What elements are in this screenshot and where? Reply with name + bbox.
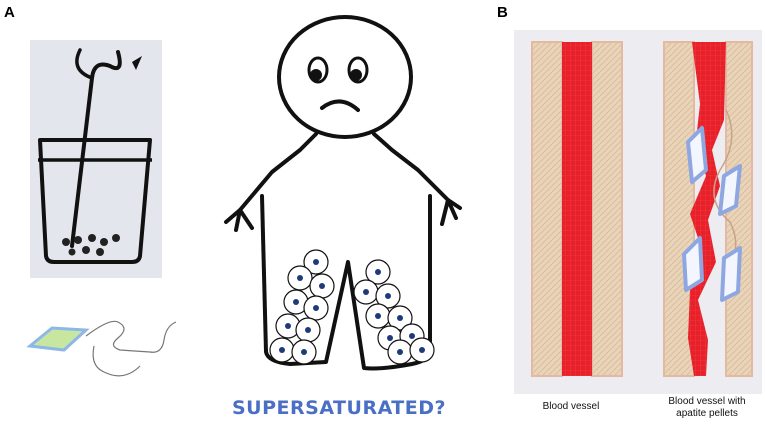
supersaturated-caption: SUPERSATURATED?: [232, 397, 447, 419]
apatite-crystal-icon: [682, 126, 742, 302]
panel-letter-a: A: [4, 4, 15, 21]
panel-letter-b: B: [497, 4, 508, 21]
stick-figure-icon: [224, 15, 462, 371]
blood-vessel-icon: [531, 41, 623, 377]
ca-particles-right-leg: [353, 259, 435, 365]
ca-particles-left-leg: [269, 249, 335, 365]
cup-with-straw-icon: [30, 40, 162, 278]
calcified-blood-vessel-icon: [663, 41, 753, 377]
vessel-label-calcified: Blood vessel with apatite pellets: [668, 396, 746, 419]
crystal-sketch: [26, 320, 177, 377]
vessel-label-healthy: Blood vessel: [542, 401, 600, 412]
